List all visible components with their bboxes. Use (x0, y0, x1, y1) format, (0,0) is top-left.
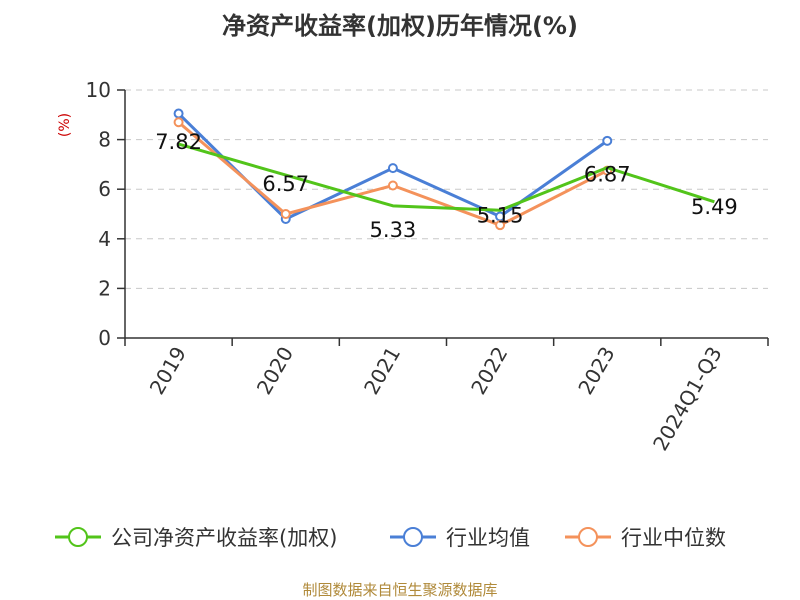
x-tick-label: 2021 (359, 343, 405, 399)
chart-title: 净资产收益率(加权)历年情况(%) (222, 12, 578, 40)
legend-swatch-marker (68, 527, 88, 547)
source-note: 制图数据来自恒生聚源数据库 (302, 581, 497, 599)
series-point (387, 180, 398, 191)
series-point (602, 135, 613, 146)
y-tick-label: 8 (98, 128, 111, 152)
x-tick-label: 2020 (252, 343, 298, 399)
y-tick-label: 6 (98, 177, 111, 201)
y-tick-label: 2 (98, 276, 111, 300)
x-tick-label: 2022 (466, 343, 512, 399)
series-point (280, 209, 291, 219)
series-point (173, 117, 184, 128)
y-tick-label: 4 (98, 227, 111, 251)
data-label: 5.15 (477, 203, 524, 227)
y-tick-label: 0 (98, 326, 111, 350)
series-point (387, 163, 398, 174)
series-line (177, 121, 608, 227)
legend-label: 公司净资产收益率(加权) (111, 526, 337, 550)
legend-label: 行业中位数 (621, 526, 726, 550)
data-labels: 7.82 6.57 5.33 5.15 6.87 5.49 (155, 130, 738, 242)
legend-swatch-marker (578, 527, 598, 547)
y-axis-label: (%) (57, 113, 73, 137)
data-label: 7.82 (155, 130, 202, 154)
series-point (173, 108, 184, 119)
data-label: 6.57 (262, 172, 309, 196)
legend-swatch-marker (403, 527, 423, 547)
data-label: 5.33 (370, 218, 417, 242)
grid-lines (125, 89, 768, 289)
legend: 公司净资产收益率(加权) 行业均值 行业中位数 (55, 526, 726, 550)
series-point (495, 220, 506, 231)
series-layer (173, 108, 715, 231)
x-tick-label: 2023 (573, 343, 619, 399)
data-label: 5.49 (691, 195, 738, 219)
x-tick-label: 2019 (145, 343, 191, 399)
data-label: 6.87 (584, 163, 631, 187)
legend-label: 行业均值 (446, 526, 530, 550)
x-tick-label: 2024Q1-Q3 (648, 343, 727, 455)
series-line (178, 142, 715, 212)
y-tick-label: 10 (86, 78, 111, 102)
